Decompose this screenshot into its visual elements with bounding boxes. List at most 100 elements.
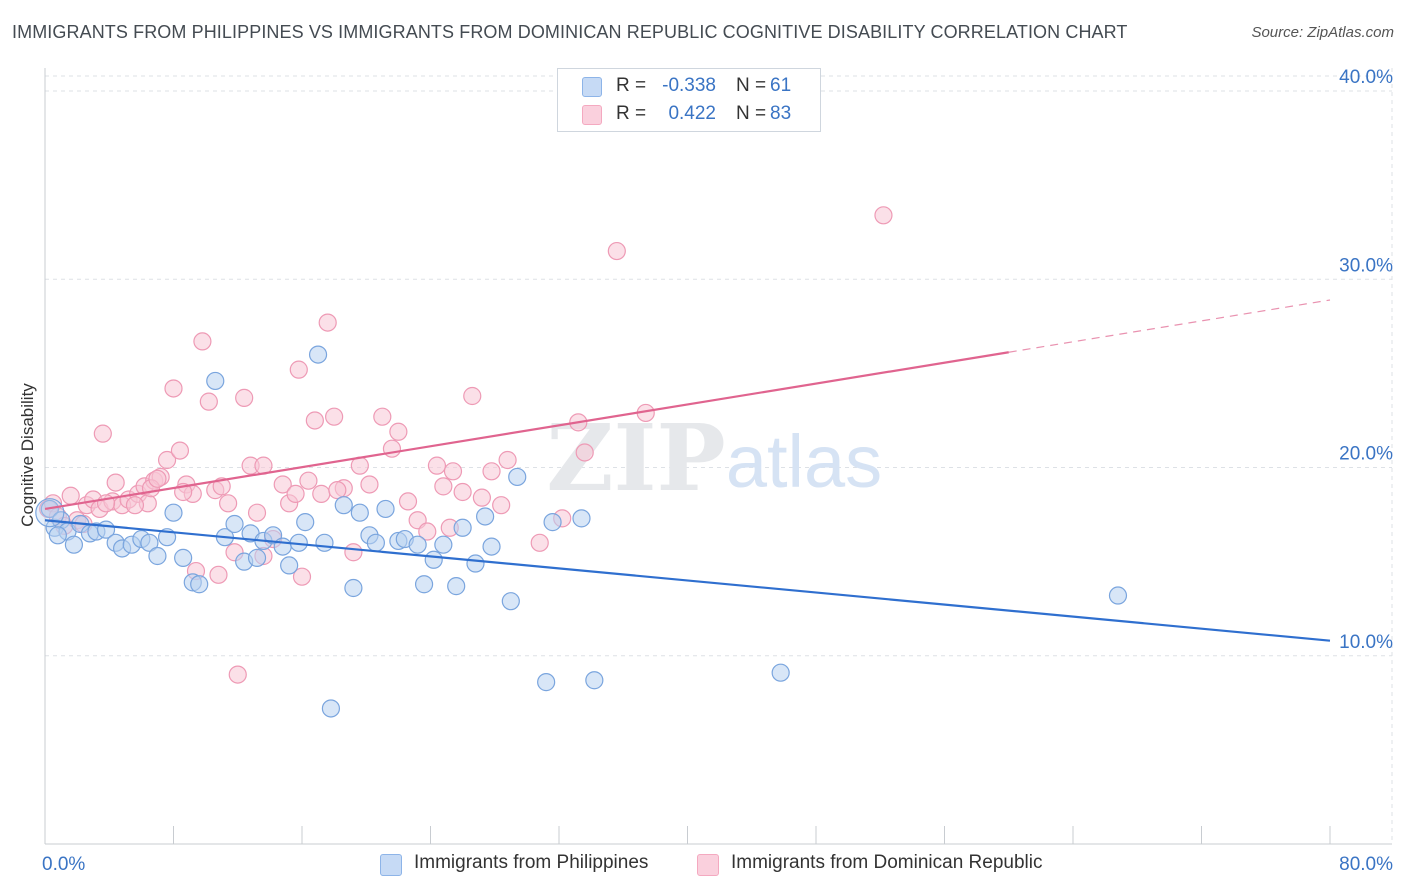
point-dominican [874, 206, 893, 225]
trend-lines [44, 299, 1331, 642]
point-dominican [106, 473, 125, 492]
point-philippines [174, 548, 193, 567]
legend-swatch-pink [582, 105, 602, 125]
point-philippines [280, 556, 299, 575]
point-philippines [148, 546, 167, 566]
series-philippines-points [35, 345, 1128, 718]
point-dominican [328, 481, 347, 500]
point-philippines [572, 509, 591, 528]
point-philippines [247, 548, 267, 567]
point-philippines-large [35, 498, 65, 528]
bottom-legend-swatch-pink [697, 854, 719, 876]
point-dominican [93, 424, 112, 443]
point-dominican [482, 462, 501, 481]
point-philippines [376, 499, 395, 519]
point-dominican [219, 494, 238, 513]
tick-labels: 10.0% 20.0% 30.0% 40.0% 0.0% 80.0% [42, 67, 1393, 875]
legend-swatch-blue [582, 77, 602, 97]
point-philippines [408, 535, 427, 554]
point-philippines [414, 575, 434, 594]
point-philippines [164, 503, 183, 522]
point-dominican [434, 477, 453, 496]
axes [44, 68, 1392, 845]
x-tick-label-start: 0.0% [42, 854, 85, 875]
point-dominican [492, 496, 511, 515]
point-philippines [296, 513, 315, 532]
point-dominican [289, 360, 308, 379]
point-dominican [235, 388, 254, 407]
point-philippines [543, 513, 562, 532]
point-philippines [190, 575, 209, 594]
point-dominican [398, 492, 418, 511]
legend-n-label: N = [736, 103, 767, 124]
point-dominican [209, 565, 228, 584]
point-dominican [530, 533, 549, 552]
y-tick-label: 10.0% [1339, 632, 1393, 653]
legend-r-value: 0.422 [668, 103, 716, 124]
legend-n-value: 61 [770, 75, 792, 96]
trend-line-dominican-dashed [1008, 299, 1331, 353]
point-dominican [373, 407, 392, 426]
point-dominican [607, 241, 626, 261]
point-philippines [453, 518, 472, 537]
point-dominican [148, 469, 167, 488]
point-philippines [466, 554, 485, 573]
legend-r-value: -0.338 [662, 75, 716, 96]
point-dominican [427, 456, 447, 475]
point-dominican [193, 332, 212, 351]
bottom-legend-swatch-blue [380, 854, 402, 876]
point-dominican [344, 543, 363, 562]
point-dominican [418, 522, 437, 541]
point-philippines [206, 371, 225, 391]
point-philippines [476, 507, 495, 526]
point-dominican [325, 407, 344, 426]
point-philippines [537, 673, 556, 692]
point-philippines [64, 535, 84, 554]
point-dominican [61, 486, 80, 505]
trend-line-philippines [44, 519, 1331, 642]
source-credit: Source: ZipAtlas.com [1251, 24, 1394, 41]
bottom-legend-label: Immigrants from Philippines [414, 852, 649, 873]
point-philippines [273, 537, 292, 556]
trend-line-dominican [44, 351, 1009, 511]
point-philippines [508, 467, 527, 487]
point-philippines [350, 503, 369, 522]
point-philippines [771, 663, 790, 682]
point-dominican [382, 439, 402, 458]
point-philippines [140, 533, 159, 552]
point-dominican [389, 422, 408, 441]
y-tick-label: 20.0% [1339, 444, 1393, 465]
chart-title: IMMIGRANTS FROM PHILIPPINES VS IMMIGRANT… [12, 22, 1128, 42]
point-dominican [125, 496, 145, 515]
y-axis-label: Cognitive Disability [18, 383, 37, 527]
point-dominican [157, 450, 177, 470]
point-philippines [334, 496, 353, 515]
point-dominican [463, 386, 482, 406]
point-philippines [434, 535, 453, 554]
y-tick-label: 30.0% [1339, 255, 1393, 276]
y-tick-label: 40.0% [1339, 67, 1393, 88]
point-dominican [305, 411, 324, 430]
point-dominican [292, 567, 312, 586]
point-dominican [472, 488, 491, 507]
point-philippines [225, 514, 244, 534]
point-dominican [453, 482, 472, 502]
point-dominican [273, 475, 292, 494]
point-dominican [286, 484, 305, 503]
point-philippines [1108, 586, 1128, 605]
point-philippines [366, 533, 385, 552]
point-dominican [212, 477, 231, 496]
point-dominican [164, 379, 183, 398]
legend-n-label: N = [736, 75, 767, 96]
point-dominican [199, 392, 218, 411]
point-dominican [360, 475, 379, 494]
point-philippines [482, 537, 501, 556]
point-dominican [575, 443, 594, 462]
legend-r-label: R = [616, 75, 647, 96]
correlation-legend: R = -0.338 N = 61 R = 0.422 N = 83 [557, 68, 821, 132]
point-philippines [344, 578, 363, 598]
point-dominican [498, 450, 517, 470]
point-dominican [318, 313, 337, 332]
point-philippines [321, 699, 341, 718]
